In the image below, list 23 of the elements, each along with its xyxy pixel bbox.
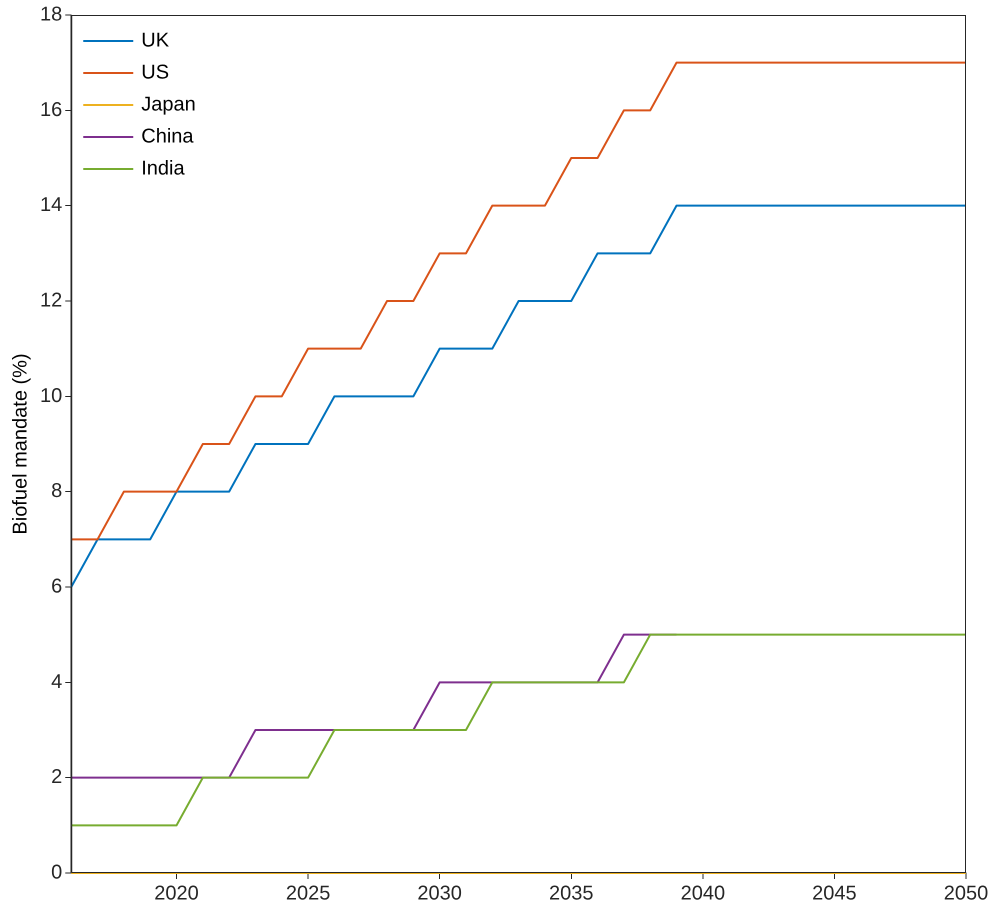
y-tick-label: 6 <box>51 576 62 598</box>
legend-label: UK <box>141 30 170 52</box>
y-tick-label: 14 <box>40 194 62 216</box>
y-axis-title: Biofuel mandate (%) <box>10 353 32 535</box>
y-tick-label: 4 <box>51 670 62 693</box>
x-tick-label: 2045 <box>812 882 857 905</box>
x-tick-label: 2030 <box>417 882 462 905</box>
legend-label: Japan <box>141 94 196 116</box>
legend-label: India <box>141 158 186 180</box>
legend-label: US <box>141 62 170 84</box>
y-tick-label: 16 <box>40 98 62 121</box>
x-tick-label: 2040 <box>680 882 726 905</box>
x-tick-label: 2050 <box>944 882 988 905</box>
y-tick-label: 12 <box>40 290 62 312</box>
y-tick-label: 0 <box>51 862 62 884</box>
legend-label: China <box>141 126 194 148</box>
x-tick-label: 2035 <box>549 882 594 905</box>
y-tick-label: 8 <box>51 480 62 502</box>
y-tick-label: 18 <box>40 4 62 26</box>
y-tick-label: 10 <box>40 384 62 407</box>
x-tick-label: 2020 <box>154 882 199 905</box>
y-tick-label: 2 <box>51 766 62 788</box>
x-tick-label: 2025 <box>286 882 330 905</box>
